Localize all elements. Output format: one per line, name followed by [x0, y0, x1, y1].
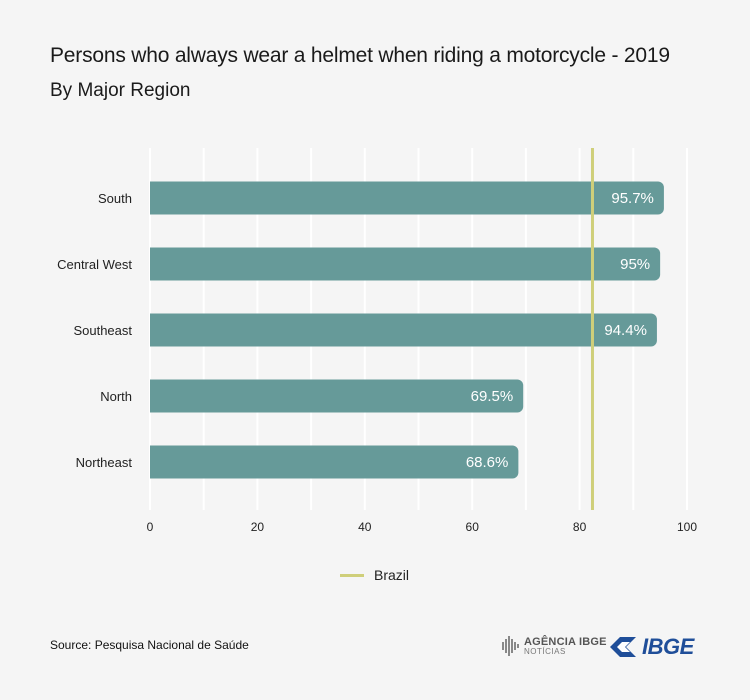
- x-tick-label: 60: [466, 520, 480, 534]
- chart-title: Persons who always wear a helmet when ri…: [50, 44, 670, 67]
- legend-label-brazil: Brazil: [374, 567, 410, 583]
- x-tick-label: 0: [147, 520, 154, 534]
- chart-subtitle: By Major Region: [50, 80, 191, 101]
- x-tick-label: 100: [677, 520, 697, 534]
- bar: [150, 313, 657, 347]
- ibge-emblem-icon: [610, 637, 636, 657]
- x-tick-label: 80: [573, 520, 587, 534]
- x-tick-label: 40: [358, 520, 372, 534]
- source-note: Source: Pesquisa Nacional de Saúde: [50, 638, 249, 652]
- agencia-ibge-icon: [502, 636, 519, 656]
- bar-value-label: 95.7%: [611, 190, 654, 207]
- bar: [150, 181, 664, 215]
- ibge-logo: IBGE: [608, 634, 694, 660]
- bar-base: [150, 445, 158, 479]
- bar: [150, 445, 519, 479]
- agencia-logo-subtext: NOTÍCIAS: [524, 646, 566, 656]
- category-label: Southeast: [73, 323, 132, 338]
- bar-chart: 0 20 40 60 80 100 South 95.7% Central West 95% Sou…: [57, 148, 697, 534]
- agencia-ibge-logo: AGÊNCIA IBGE NOTÍCIAS: [502, 636, 607, 656]
- bar-base: [150, 247, 158, 281]
- x-tick-label: 20: [251, 520, 265, 534]
- bar-value-label: 68.6%: [466, 454, 509, 471]
- category-label: South: [98, 191, 132, 206]
- bar-value-label: 95%: [620, 256, 650, 273]
- bar-value-label: 69.5%: [471, 388, 514, 405]
- agencia-logo-text: AGÊNCIA IBGE: [524, 635, 607, 648]
- bar-base: [150, 181, 158, 215]
- category-label: Central West: [57, 257, 132, 272]
- ibge-logo-text: IBGE: [642, 634, 694, 659]
- legend-swatch-brazil: [340, 573, 364, 577]
- legend: Brazil: [340, 567, 409, 583]
- bar-base: [150, 313, 158, 347]
- category-label: Northeast: [76, 455, 133, 470]
- bar: [150, 247, 661, 281]
- bar-base: [150, 379, 158, 413]
- bar-value-label: 94.4%: [604, 322, 647, 339]
- category-label: North: [100, 389, 132, 404]
- bar: [150, 379, 524, 413]
